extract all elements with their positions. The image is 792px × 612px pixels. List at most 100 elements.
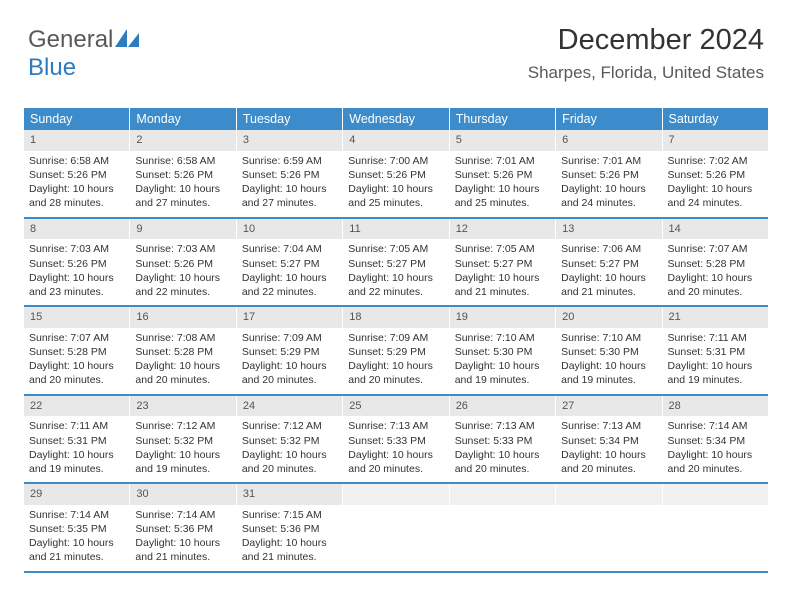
week-row: 22Sunrise: 7:11 AMSunset: 5:31 PMDayligh…	[24, 396, 768, 485]
day-cell: 5Sunrise: 7:01 AMSunset: 5:26 PMDaylight…	[450, 130, 556, 217]
day-cell: 3Sunrise: 6:59 AMSunset: 5:26 PMDaylight…	[237, 130, 343, 217]
sunrise-text: Sunrise: 7:07 AM	[668, 242, 763, 256]
day-cell: 20Sunrise: 7:10 AMSunset: 5:30 PMDayligh…	[556, 307, 662, 394]
day-number: 23	[130, 396, 235, 417]
day2-text: and 20 minutes.	[135, 373, 230, 387]
page-title: December 2024	[528, 24, 764, 57]
day-cell: 6Sunrise: 7:01 AMSunset: 5:26 PMDaylight…	[556, 130, 662, 217]
sunset-text: Sunset: 5:34 PM	[668, 434, 763, 448]
sunset-text: Sunset: 5:26 PM	[561, 168, 656, 182]
day-number: 14	[663, 219, 768, 240]
sunset-text: Sunset: 5:26 PM	[29, 257, 124, 271]
day-cell: 4Sunrise: 7:00 AMSunset: 5:26 PMDaylight…	[343, 130, 449, 217]
sunrise-text: Sunrise: 7:14 AM	[29, 508, 124, 522]
day-number: 28	[663, 396, 768, 417]
day-number: 30	[130, 484, 235, 505]
day-body: Sunrise: 7:14 AMSunset: 5:36 PMDaylight:…	[130, 505, 235, 571]
logo-word-2: Blue	[28, 54, 76, 81]
day-body: Sunrise: 7:11 AMSunset: 5:31 PMDaylight:…	[24, 416, 129, 482]
logo: General Blue	[28, 26, 139, 82]
sunrise-text: Sunrise: 7:15 AM	[242, 508, 337, 522]
day2-text: and 19 minutes.	[561, 373, 656, 387]
day1-text: Daylight: 10 hours	[348, 271, 443, 285]
sunset-text: Sunset: 5:29 PM	[242, 345, 337, 359]
sunset-text: Sunset: 5:28 PM	[668, 257, 763, 271]
sunrise-text: Sunrise: 7:05 AM	[348, 242, 443, 256]
day-cell: 11Sunrise: 7:05 AMSunset: 5:27 PMDayligh…	[343, 219, 449, 306]
day-cell: 9Sunrise: 7:03 AMSunset: 5:26 PMDaylight…	[130, 219, 236, 306]
day-cell: 24Sunrise: 7:12 AMSunset: 5:32 PMDayligh…	[237, 396, 343, 483]
day-cell: 17 Sunrise: 7:09 AMSunset: 5:29 PMDayligh…	[237, 307, 343, 394]
day-number: 27	[556, 396, 661, 417]
day1-text: Daylight: 10 hours	[29, 448, 124, 462]
weekday-header: Wednesday	[343, 108, 449, 130]
day2-text: and 21 minutes.	[242, 550, 337, 564]
day1-text: Daylight: 10 hours	[135, 182, 230, 196]
day-number: 8	[24, 219, 129, 240]
sunrise-text: Sunrise: 7:13 AM	[561, 419, 656, 433]
day-cell: 30Sunrise: 7:14 AMSunset: 5:36 PMDayligh…	[130, 484, 236, 571]
sunrise-text: Sunrise: 7:11 AM	[29, 419, 124, 433]
day-body: Sunrise: 7:02 AMSunset: 5:26 PMDaylight:…	[663, 151, 768, 217]
sunset-text: Sunset: 5:26 PM	[29, 168, 124, 182]
sunset-text: Sunset: 5:26 PM	[135, 168, 230, 182]
day-number: 15	[24, 307, 129, 328]
day-cell: 2Sunrise: 6:58 AMSunset: 5:26 PMDaylight…	[130, 130, 236, 217]
sunrise-text: Sunrise: 7:11 AM	[668, 331, 763, 345]
sunrise-text: Sunrise: 7:06 AM	[561, 242, 656, 256]
day-cell: 26Sunrise: 7:13 AMSunset: 5:33 PMDayligh…	[450, 396, 556, 483]
day-cell: 19Sunrise: 7:10 AMSunset: 5:30 PMDayligh…	[450, 307, 556, 394]
day-number: 17	[237, 307, 342, 328]
day1-text: Daylight: 10 hours	[242, 359, 337, 373]
day-body: Sunrise: 7:05 AMSunset: 5:27 PMDaylight:…	[450, 239, 555, 305]
day2-text: and 23 minutes.	[29, 285, 124, 299]
day-number	[663, 484, 768, 505]
day2-text: and 24 minutes.	[668, 196, 763, 210]
sunset-text: Sunset: 5:34 PM	[561, 434, 656, 448]
day-cell	[450, 484, 556, 571]
logo-word-1: General	[28, 26, 113, 53]
day1-text: Daylight: 10 hours	[668, 271, 763, 285]
day-number: 19	[450, 307, 555, 328]
day-cell: 8Sunrise: 7:03 AMSunset: 5:26 PMDaylight…	[24, 219, 130, 306]
day-number	[343, 484, 448, 505]
sunrise-text: Sunrise: 7:14 AM	[135, 508, 230, 522]
day-number: 7	[663, 130, 768, 151]
sunrise-text: Sunrise: 7:02 AM	[668, 154, 763, 168]
day2-text: and 25 minutes.	[348, 196, 443, 210]
day1-text: Daylight: 10 hours	[135, 448, 230, 462]
day-number: 10	[237, 219, 342, 240]
day-number: 29	[24, 484, 129, 505]
sunrise-text: Sunrise: 7:09 AM	[242, 331, 337, 345]
day1-text: Daylight: 10 hours	[561, 359, 656, 373]
day1-text: Daylight: 10 hours	[668, 182, 763, 196]
sunset-text: Sunset: 5:30 PM	[561, 345, 656, 359]
sunset-text: Sunset: 5:32 PM	[135, 434, 230, 448]
day2-text: and 20 minutes.	[668, 462, 763, 476]
day-body: Sunrise: 7:01 AMSunset: 5:26 PMDaylight:…	[556, 151, 661, 217]
day-body: Sunrise: 7:03 AMSunset: 5:26 PMDaylight:…	[130, 239, 235, 305]
day1-text: Daylight: 10 hours	[455, 359, 550, 373]
day-cell: 7Sunrise: 7:02 AMSunset: 5:26 PMDaylight…	[663, 130, 768, 217]
sunset-text: Sunset: 5:28 PM	[135, 345, 230, 359]
sunrise-text: Sunrise: 7:14 AM	[668, 419, 763, 433]
day-number: 5	[450, 130, 555, 151]
sunrise-text: Sunrise: 7:08 AM	[135, 331, 230, 345]
week-row: 1Sunrise: 6:58 AMSunset: 5:26 PMDaylight…	[24, 130, 768, 219]
day2-text: and 21 minutes.	[455, 285, 550, 299]
day-cell: 22Sunrise: 7:11 AMSunset: 5:31 PMDayligh…	[24, 396, 130, 483]
day-cell: 15Sunrise: 7:07 AMSunset: 5:28 PMDayligh…	[24, 307, 130, 394]
day2-text: and 19 minutes.	[455, 373, 550, 387]
day-body: Sunrise: 7:13 AMSunset: 5:33 PMDaylight:…	[343, 416, 448, 482]
day-cell: 31Sunrise: 7:15 AMSunset: 5:36 PMDayligh…	[237, 484, 343, 571]
sunrise-text: Sunrise: 7:10 AM	[455, 331, 550, 345]
day1-text: Daylight: 10 hours	[455, 271, 550, 285]
sunset-text: Sunset: 5:27 PM	[348, 257, 443, 271]
sunrise-text: Sunrise: 7:12 AM	[242, 419, 337, 433]
sunset-text: Sunset: 5:29 PM	[348, 345, 443, 359]
sunrise-text: Sunrise: 7:03 AM	[135, 242, 230, 256]
day-body: Sunrise: 7:05 AMSunset: 5:27 PMDaylight:…	[343, 239, 448, 305]
weekday-header: Saturday	[663, 108, 768, 130]
day1-text: Daylight: 10 hours	[561, 182, 656, 196]
weekday-header: Tuesday	[237, 108, 343, 130]
